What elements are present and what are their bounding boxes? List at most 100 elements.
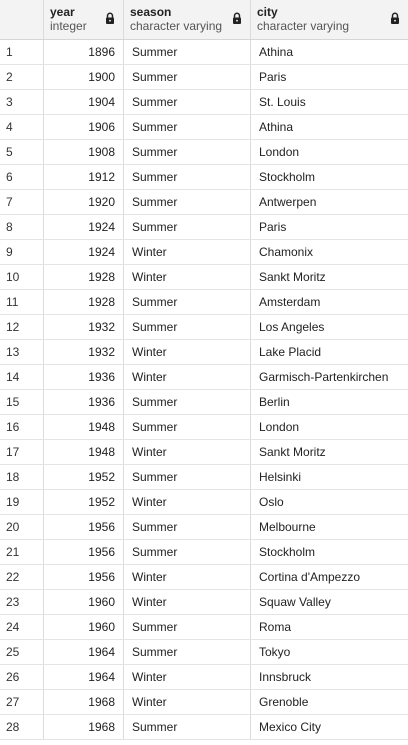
table-row[interactable]: 15 1936 Summer Berlin [0, 390, 408, 415]
cell-year[interactable]: 1956 [44, 565, 124, 589]
table-row[interactable]: 1 1896 Summer Athina [0, 40, 408, 65]
cell-season[interactable]: Summer [124, 390, 251, 414]
cell-year[interactable]: 1920 [44, 190, 124, 214]
table-row[interactable]: 13 1932 Winter Lake Placid [0, 340, 408, 365]
cell-season[interactable]: Summer [124, 90, 251, 114]
cell-year[interactable]: 1952 [44, 490, 124, 514]
cell-year[interactable]: 1948 [44, 415, 124, 439]
cell-season[interactable]: Summer [124, 40, 251, 64]
cell-year[interactable]: 1906 [44, 115, 124, 139]
cell-season[interactable]: Winter [124, 490, 251, 514]
row-number[interactable]: 10 [0, 265, 44, 289]
cell-city[interactable]: Paris [259, 70, 287, 84]
table-row[interactable]: 21 1956 Summer Stockholm [0, 540, 408, 565]
cell-city[interactable]: Stockholm [259, 545, 316, 559]
cell-city[interactable]: Squaw Valley [259, 595, 331, 609]
cell-city[interactable]: Athina [259, 45, 294, 59]
cell-city[interactable]: Stockholm [259, 170, 316, 184]
row-number[interactable]: 16 [0, 415, 44, 439]
table-row[interactable]: 2 1900 Summer Paris [0, 65, 408, 90]
row-number[interactable]: 26 [0, 665, 44, 689]
table-row[interactable]: 27 1968 Winter Grenoble [0, 690, 408, 715]
cell-year[interactable]: 1948 [44, 440, 124, 464]
table-row[interactable]: 3 1904 Summer St. Louis [0, 90, 408, 115]
cell-city[interactable]: Amsterdam [259, 295, 321, 309]
cell-year[interactable]: 1904 [44, 90, 124, 114]
cell-city[interactable]: Berlin [259, 395, 290, 409]
table-row[interactable]: 23 1960 Winter Squaw Valley [0, 590, 408, 615]
row-number[interactable]: 2 [0, 65, 44, 89]
cell-year[interactable]: 1936 [44, 365, 124, 389]
cell-season[interactable]: Summer [124, 515, 251, 539]
table-row[interactable]: 18 1952 Summer Helsinki [0, 465, 408, 490]
row-number[interactable]: 20 [0, 515, 44, 539]
cell-city[interactable]: Innsbruck [259, 670, 312, 684]
row-number[interactable]: 18 [0, 465, 44, 489]
row-number[interactable]: 22 [0, 565, 44, 589]
cell-city[interactable]: Lake Placid [259, 345, 322, 359]
table-row[interactable]: 19 1952 Winter Oslo [0, 490, 408, 515]
cell-year[interactable]: 1968 [44, 715, 124, 739]
cell-season[interactable]: Summer [124, 165, 251, 189]
cell-year[interactable]: 1964 [44, 665, 124, 689]
cell-city[interactable]: Melbourne [259, 520, 316, 534]
table-row[interactable]: 20 1956 Summer Melbourne [0, 515, 408, 540]
cell-season[interactable]: Summer [124, 190, 251, 214]
cell-season[interactable]: Summer [124, 215, 251, 239]
cell-year[interactable]: 1924 [44, 215, 124, 239]
row-number[interactable]: 17 [0, 440, 44, 464]
cell-season[interactable]: Winter [124, 265, 251, 289]
row-number[interactable]: 15 [0, 390, 44, 414]
cell-season[interactable]: Summer [124, 140, 251, 164]
row-number[interactable]: 3 [0, 90, 44, 114]
table-row[interactable]: 22 1956 Winter Cortina d'Ampezzo [0, 565, 408, 590]
cell-year[interactable]: 1896 [44, 40, 124, 64]
cell-city[interactable]: London [259, 145, 300, 159]
table-row[interactable]: 6 1912 Summer Stockholm [0, 165, 408, 190]
cell-city[interactable]: Antwerpen [259, 195, 317, 209]
row-number[interactable]: 25 [0, 640, 44, 664]
row-number[interactable]: 7 [0, 190, 44, 214]
table-row[interactable]: 25 1964 Summer Tokyo [0, 640, 408, 665]
cell-city[interactable]: Cortina d'Ampezzo [259, 570, 361, 584]
cell-season[interactable]: Winter [124, 240, 251, 264]
column-header-season[interactable]: season character varying [124, 0, 251, 39]
cell-season[interactable]: Summer [124, 540, 251, 564]
row-number[interactable]: 13 [0, 340, 44, 364]
row-number[interactable]: 27 [0, 690, 44, 714]
table-row[interactable]: 10 1928 Winter Sankt Moritz [0, 265, 408, 290]
cell-season[interactable]: Summer [124, 315, 251, 339]
cell-year[interactable]: 1956 [44, 515, 124, 539]
cell-year[interactable]: 1960 [44, 590, 124, 614]
cell-city[interactable]: Helsinki [259, 470, 302, 484]
cell-season[interactable]: Summer [124, 715, 251, 739]
cell-city[interactable]: Garmisch-Partenkirchen [259, 370, 389, 384]
row-number[interactable]: 1 [0, 40, 44, 64]
table-row[interactable]: 4 1906 Summer Athina [0, 115, 408, 140]
table-row[interactable]: 5 1908 Summer London [0, 140, 408, 165]
row-number[interactable]: 28 [0, 715, 44, 739]
table-row[interactable]: 16 1948 Summer London [0, 415, 408, 440]
column-header-city[interactable]: city character varying [251, 0, 408, 39]
row-number[interactable]: 6 [0, 165, 44, 189]
table-row[interactable]: 12 1932 Summer Los Angeles [0, 315, 408, 340]
cell-season[interactable]: Winter [124, 565, 251, 589]
cell-season[interactable]: Winter [124, 690, 251, 714]
cell-season[interactable]: Summer [124, 115, 251, 139]
cell-year[interactable]: 1956 [44, 540, 124, 564]
cell-city[interactable]: Athina [259, 120, 294, 134]
row-number[interactable]: 9 [0, 240, 44, 264]
cell-city[interactable]: Los Angeles [259, 320, 325, 334]
cell-season[interactable]: Winter [124, 590, 251, 614]
cell-season[interactable]: Summer [124, 465, 251, 489]
cell-city[interactable]: Sankt Moritz [259, 270, 326, 284]
cell-city[interactable]: Grenoble [259, 695, 309, 709]
cell-city[interactable]: Mexico City [259, 720, 322, 734]
row-number[interactable]: 19 [0, 490, 44, 514]
cell-city[interactable]: Chamonix [259, 245, 314, 259]
cell-year[interactable]: 1912 [44, 165, 124, 189]
cell-season[interactable]: Summer [124, 415, 251, 439]
row-number[interactable]: 12 [0, 315, 44, 339]
cell-city[interactable]: St. Louis [259, 95, 306, 109]
cell-year[interactable]: 1964 [44, 640, 124, 664]
